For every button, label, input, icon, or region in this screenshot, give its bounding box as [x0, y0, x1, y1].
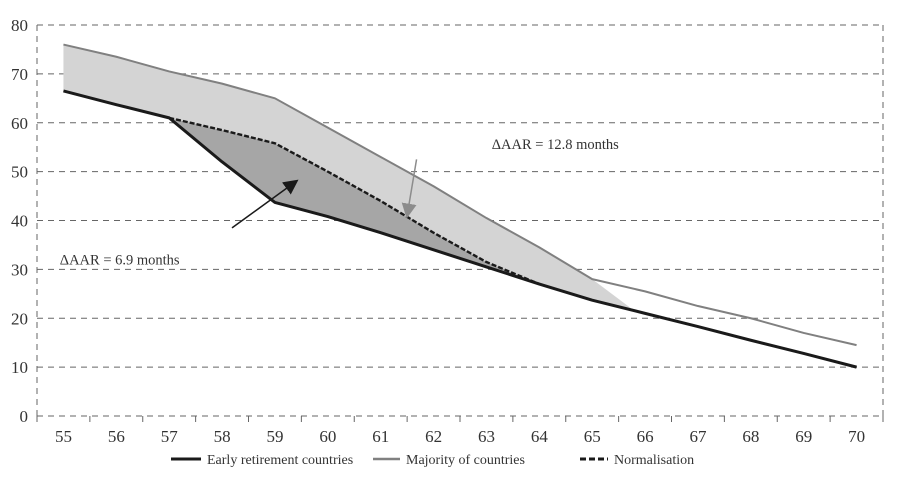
y-tick-label: 10	[11, 358, 28, 377]
y-tick-label: 60	[11, 114, 28, 133]
shaded-area-6-9-months	[169, 117, 540, 285]
series-line-early-retirement	[63, 89, 857, 369]
shaded-area-12-8-months	[63, 44, 635, 311]
legend-label-normalisation: Normalisation	[614, 453, 694, 468]
annotation-arrow-6-9-months	[231, 179, 299, 229]
x-tick-label: 57	[161, 427, 179, 446]
x-tick-label: 67	[689, 427, 707, 446]
x-tick-label: 56	[108, 427, 125, 446]
x-tick-label: 64	[531, 427, 549, 446]
shaded-areas	[63, 44, 635, 311]
annotations: ΔAAR = 12.8 months ΔAAR = 6.9 months	[60, 137, 619, 268]
y-tick-label: 30	[11, 260, 28, 279]
legend: Early retirement countries Majority of c…	[171, 453, 694, 468]
x-axis-ticks: 55 56 57 58 59 60 61 62 63 64 65 66 67 68 69 70	[55, 427, 865, 446]
x-tick-label: 62	[425, 427, 442, 446]
y-tick-label: 20	[11, 309, 28, 328]
y-tick-label: 40	[11, 212, 28, 231]
y-tick-label: 80	[11, 16, 28, 35]
y-tick-label: 0	[20, 407, 29, 426]
x-tick-label: 63	[478, 427, 495, 446]
annotation-12-8-months: ΔAAR = 12.8 months	[492, 137, 619, 153]
grid-lines	[36, 24, 884, 422]
legend-label-early-retirement: Early retirement countries	[207, 453, 353, 468]
series-line-normalisation	[168, 116, 540, 286]
x-tick-label: 69	[795, 427, 812, 446]
x-tick-label: 58	[214, 427, 231, 446]
x-tick-label: 70	[848, 427, 865, 446]
x-tick-label: 55	[55, 427, 72, 446]
x-tick-label: 59	[266, 427, 283, 446]
x-tick-label: 65	[584, 427, 601, 446]
y-tick-label: 50	[11, 163, 28, 182]
y-axis-ticks: 0 10 20 30 40 50 60 70 80	[11, 16, 28, 426]
x-tick-label: 60	[319, 427, 336, 446]
annotation-arrow-12-8-months	[401, 159, 418, 219]
x-tick-label: 66	[637, 427, 654, 446]
series-lines	[63, 43, 857, 369]
x-tick-label: 68	[742, 427, 759, 446]
annotation-6-9-months: ΔAAR = 6.9 months	[60, 253, 180, 269]
x-tick-label: 61	[372, 427, 389, 446]
y-tick-label: 70	[11, 65, 28, 84]
series-line-majority	[63, 43, 857, 347]
legend-label-majority: Majority of countries	[406, 453, 525, 468]
